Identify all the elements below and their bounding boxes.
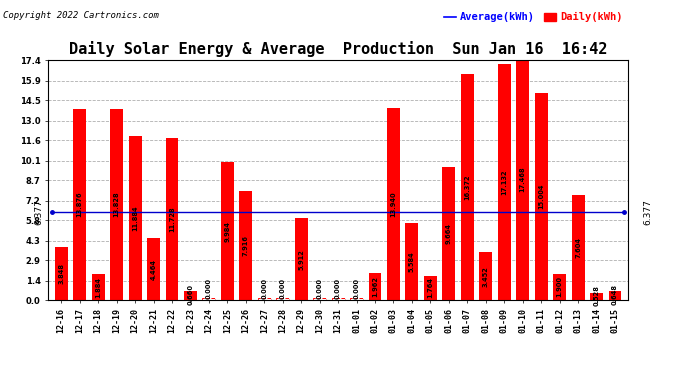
- Text: 16.372: 16.372: [464, 174, 471, 200]
- Text: 0.648: 0.648: [612, 284, 618, 305]
- Bar: [424, 276, 437, 300]
- Bar: [571, 195, 584, 300]
- Bar: [184, 291, 197, 300]
- Bar: [387, 108, 400, 300]
- Bar: [442, 167, 455, 300]
- Text: 3.452: 3.452: [483, 266, 489, 286]
- Text: 13.828: 13.828: [114, 192, 119, 217]
- Bar: [368, 273, 382, 300]
- Text: 11.884: 11.884: [132, 205, 138, 231]
- Text: 11.728: 11.728: [169, 206, 175, 232]
- Text: 0.000: 0.000: [262, 278, 267, 299]
- Bar: [147, 238, 160, 300]
- Text: 5.912: 5.912: [298, 249, 304, 270]
- Bar: [258, 297, 270, 300]
- Text: 1.962: 1.962: [372, 276, 378, 297]
- Bar: [55, 247, 68, 300]
- Bar: [461, 74, 474, 300]
- Bar: [497, 64, 511, 300]
- Text: 15.004: 15.004: [538, 184, 544, 209]
- Title: Daily Solar Energy & Average  Production  Sun Jan 16  16:42: Daily Solar Energy & Average Production …: [69, 42, 607, 57]
- Bar: [73, 109, 86, 300]
- Bar: [516, 59, 529, 300]
- Bar: [609, 291, 622, 300]
- Bar: [110, 109, 123, 300]
- Text: 6.377: 6.377: [644, 199, 653, 225]
- Bar: [239, 191, 253, 300]
- Bar: [92, 274, 105, 300]
- Bar: [553, 274, 566, 300]
- Text: 1.900: 1.900: [557, 276, 562, 297]
- Text: 0.000: 0.000: [279, 278, 286, 299]
- Bar: [480, 252, 492, 300]
- Bar: [221, 162, 234, 300]
- Text: 0.000: 0.000: [353, 278, 359, 299]
- Text: Copyright 2022 Cartronics.com: Copyright 2022 Cartronics.com: [3, 11, 159, 20]
- Text: 9.664: 9.664: [446, 223, 452, 244]
- Bar: [350, 297, 363, 300]
- Bar: [202, 297, 215, 300]
- Text: 9.984: 9.984: [224, 220, 230, 242]
- Text: 0.000: 0.000: [335, 278, 341, 299]
- Text: 0.660: 0.660: [188, 284, 193, 305]
- Bar: [166, 138, 179, 300]
- Bar: [406, 223, 418, 300]
- Text: 7.916: 7.916: [243, 235, 249, 256]
- Text: 0.000: 0.000: [206, 278, 212, 299]
- Text: 1.764: 1.764: [427, 278, 433, 298]
- Text: 13.876: 13.876: [77, 192, 83, 217]
- Text: 6.377: 6.377: [34, 199, 43, 225]
- Text: 13.940: 13.940: [391, 191, 397, 217]
- Text: 0.528: 0.528: [593, 285, 600, 306]
- Text: 0.000: 0.000: [317, 278, 323, 299]
- Text: 3.848: 3.848: [58, 263, 64, 284]
- Bar: [313, 297, 326, 300]
- Bar: [128, 136, 141, 300]
- Bar: [535, 93, 548, 300]
- Text: 4.464: 4.464: [150, 259, 157, 280]
- Legend: Average(kWh), Daily(kWh): Average(kWh), Daily(kWh): [444, 12, 622, 22]
- Text: 5.584: 5.584: [409, 251, 415, 272]
- Text: 1.884: 1.884: [95, 276, 101, 297]
- Text: 17.132: 17.132: [501, 169, 507, 195]
- Bar: [276, 297, 289, 300]
- Text: 7.604: 7.604: [575, 237, 581, 258]
- Bar: [295, 219, 308, 300]
- Text: 17.468: 17.468: [520, 167, 526, 192]
- Bar: [590, 293, 603, 300]
- Bar: [332, 297, 344, 300]
